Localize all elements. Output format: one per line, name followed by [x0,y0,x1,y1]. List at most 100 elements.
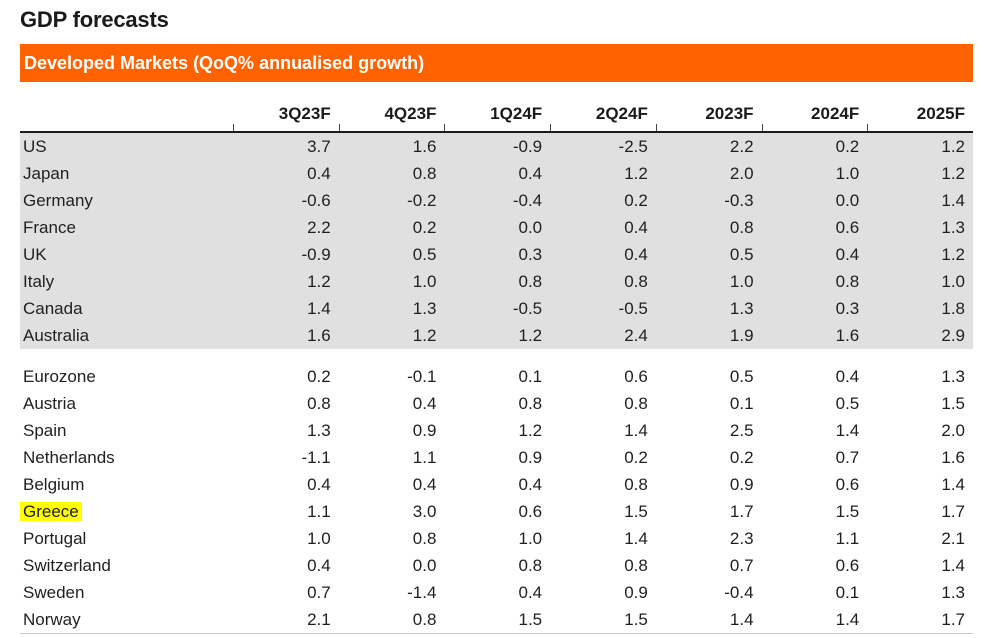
country-label: Norway [23,610,81,629]
value-cell: 0.8 [761,268,868,295]
country-label: Switzerland [23,556,111,575]
value-cell: -0.5 [550,295,656,322]
value-cell: 0.5 [835,394,860,413]
value-cell: 1.6 [338,131,445,160]
column-header-2023f: 2023F [655,82,762,133]
value-cell: 1.2 [518,421,543,440]
country-cell: Netherlands [20,444,233,471]
value-cell: 0.2 [338,214,445,241]
value-cell: 1.5 [941,394,965,413]
value-cell: 0.8 [624,556,648,575]
value-cell: 0.4 [550,241,656,268]
country-label: Portugal [23,529,87,548]
value-cell: 0.2 [761,131,868,160]
country-cell: Eurozone [20,363,233,390]
value-cell: 1.2 [338,322,445,349]
value-cell: 2.4 [550,322,656,349]
value-cell: -0.1 [407,367,437,386]
value-cell: 3.7 [233,131,339,160]
value-cell: 1.4 [941,556,965,575]
value-cell: 0.9 [412,421,437,440]
value-cell: -0.6 [233,187,339,214]
value-cell: 2.1 [941,529,965,548]
table-body: US 3.7 1.6 -0.9 -2.5 2.2 0.2 1.2 Japan 0.4 0.8 0.4 1… [20,131,973,634]
value-cell: 0.6 [761,214,868,241]
value-cell: 1.3 [867,214,973,241]
value-cell: 2.3 [729,529,754,548]
value-cell: 1.1 [835,529,860,548]
value-cell: 0.4 [412,475,437,494]
value-cell: 0.5 [729,367,754,386]
value-cell: 1.1 [412,448,437,467]
value-cell: 1.4 [655,606,762,634]
group-spacer-cell [20,349,973,363]
value-cell: -0.4 [444,187,551,214]
value-cell: 2.9 [867,322,973,349]
value-cell: -0.2 [338,187,445,214]
value-cell: 1.4 [941,475,965,494]
value-cell: 1.5 [550,606,656,634]
table-row-uk: UK -0.9 0.5 0.3 0.4 0.5 0.4 1.2 [20,241,973,268]
value-cell: -1.1 [301,448,331,467]
table-row-netherlands: Netherlands -1.1 1.1 0.9 0.2 0.2 0.7 1.6 [20,444,973,471]
table-header-row: 3Q23F 4Q23F 1Q24F 2Q24F 2023F 2024F 2025F [20,82,973,133]
value-cell: 1.3 [655,295,762,322]
column-header-3q23f: 3Q23F [233,82,339,133]
table-row-italy: Italy 1.2 1.0 0.8 0.8 1.0 0.8 1.0 [20,268,973,295]
value-cell: 1.4 [624,421,648,440]
column-header-1q24f: 1Q24F [444,82,551,133]
value-cell: 0.6 [835,556,860,575]
value-cell: 1.0 [761,160,868,187]
value-cell: 0.8 [518,556,543,575]
value-cell: 0.5 [338,241,445,268]
value-cell: 0.9 [624,583,648,602]
value-cell: 1.2 [867,131,973,160]
value-cell: 0.4 [550,214,656,241]
corner-cell [20,82,234,133]
country-label: Sweden [23,583,85,602]
table-row-australia: Australia 1.6 1.2 1.2 2.4 1.9 1.6 2.9 [20,322,973,349]
table-row-us: US 3.7 1.6 -0.9 -2.5 2.2 0.2 1.2 [20,131,973,160]
value-cell: 1.5 [444,606,551,634]
column-header-2q24f: 2Q24F [550,82,656,133]
value-cell: 0.8 [624,394,648,413]
value-cell: 0.0 [444,214,551,241]
gdp-forecast-table: 3Q23F 4Q23F 1Q24F 2Q24F 2023F 2024F 2025F US 3.… [20,82,973,634]
value-cell: -1.4 [407,583,437,602]
column-header-2025f: 2025F [867,82,973,133]
group-spacer-row [20,349,973,363]
value-cell: 1.0 [338,268,445,295]
value-cell: 1.6 [761,322,868,349]
value-cell: 1.6 [941,448,965,467]
table-row-greece: Greece 1.1 3.0 0.6 1.5 1.7 1.5 1.7 [20,498,973,525]
value-cell: -0.5 [444,295,551,322]
column-header-2024f: 2024F [761,82,868,133]
country-label: France [23,218,76,237]
table-row-japan: Japan 0.4 0.8 0.4 1.2 2.0 1.0 1.2 [20,160,973,187]
value-cell: 0.4 [835,367,860,386]
value-cell: -0.9 [233,241,339,268]
country-cell: Japan [20,160,234,187]
table-row-portugal: Portugal 1.0 0.8 1.0 1.4 2.3 1.1 2.1 [20,525,973,552]
table-row-spain: Spain 1.3 0.9 1.2 1.4 2.5 1.4 2.0 [20,417,973,444]
table-row-switzerland: Switzerland 0.4 0.0 0.8 0.8 0.7 0.6 1.4 [20,552,973,579]
country-cell: Austria [20,390,233,417]
value-cell: -0.4 [724,583,754,602]
table-row-norway: Norway 2.1 0.8 1.5 1.5 1.4 1.4 1.7 [20,606,973,634]
value-cell: 0.7 [729,556,754,575]
value-cell: 2.0 [941,421,965,440]
country-cell: Sweden [20,579,233,606]
value-cell: 0.4 [412,394,437,413]
value-cell: 0.1 [518,367,543,386]
value-cell: 0.4 [518,475,543,494]
value-cell: -0.9 [444,131,551,160]
value-cell: 0.4 [518,583,543,602]
country-label: Netherlands [23,448,115,467]
value-cell: 1.7 [941,502,965,521]
value-cell: 1.2 [233,268,339,295]
value-cell: 0.8 [412,529,437,548]
table-row-sweden: Sweden 0.7 -1.4 0.4 0.9 -0.4 0.1 1.3 [20,579,973,606]
country-cell: Belgium [20,471,233,498]
country-cell: Canada [20,295,234,322]
